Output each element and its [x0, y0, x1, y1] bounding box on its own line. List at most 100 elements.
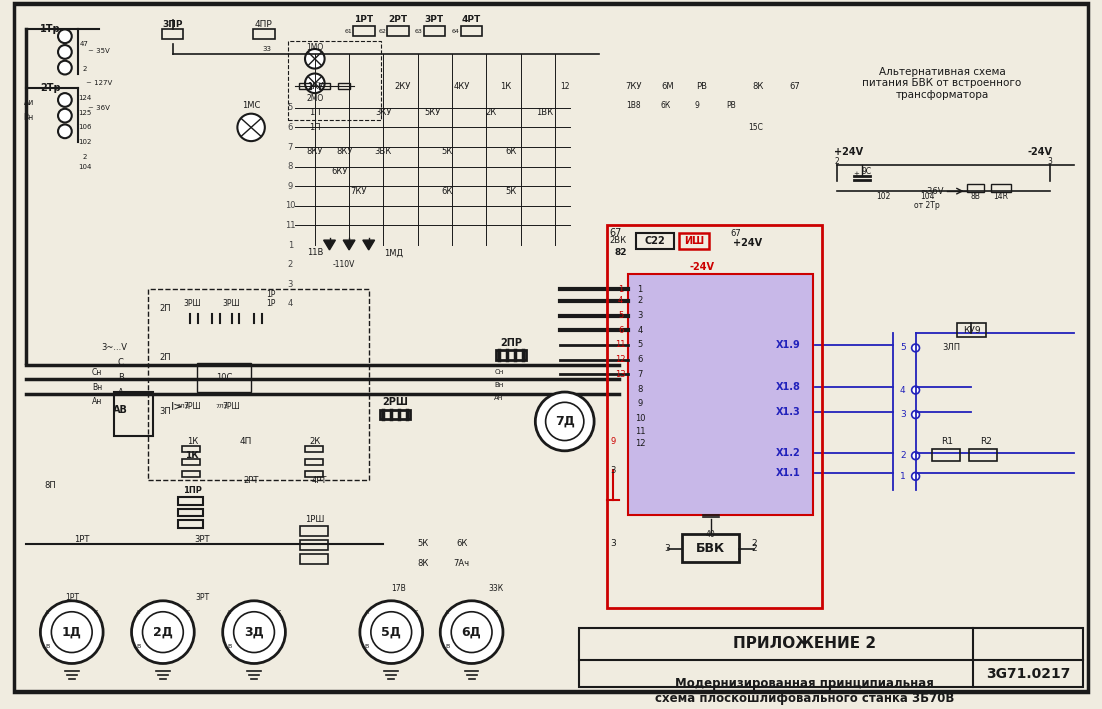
Text: 5КУ: 5КУ	[424, 108, 441, 117]
Circle shape	[305, 74, 325, 93]
Text: 2: 2	[900, 451, 906, 460]
Bar	[177, 520, 203, 528]
Text: 12: 12	[560, 82, 570, 91]
Text: 4РТ: 4РТ	[462, 15, 482, 24]
Polygon shape	[363, 240, 375, 250]
Bar	[197, 362, 251, 392]
Text: В: В	[227, 644, 231, 649]
Text: 82: 82	[614, 248, 627, 257]
Circle shape	[371, 612, 412, 652]
Text: ~ 36V: ~ 36V	[88, 105, 110, 111]
Text: 5Д: 5Д	[381, 625, 401, 639]
Text: X1.9: X1.9	[776, 340, 800, 350]
Text: X1.1: X1.1	[776, 469, 800, 479]
Text: 4ПР: 4ПР	[255, 20, 272, 29]
Polygon shape	[343, 240, 355, 250]
Text: 9: 9	[611, 437, 615, 445]
Text: 1К: 1К	[500, 82, 511, 91]
Circle shape	[305, 49, 325, 69]
Circle shape	[451, 612, 491, 652]
Bar	[932, 449, 960, 461]
Text: 3РТ: 3РТ	[195, 593, 209, 603]
Text: 2РТ: 2РТ	[244, 476, 259, 485]
Bar	[970, 449, 997, 461]
Text: 64: 64	[452, 29, 460, 34]
Text: 8К: 8К	[752, 82, 764, 91]
Text: 4РТ: 4РТ	[312, 476, 327, 485]
Text: 6Д: 6Д	[462, 625, 482, 639]
Text: 10С: 10С	[216, 373, 233, 382]
Text: +: +	[853, 172, 858, 177]
Text: ПРИЛОЖЕНИЕ 2: ПРИЛОЖЕНИЕ 2	[733, 637, 876, 652]
Text: А: А	[365, 610, 369, 615]
Text: 1К: 1К	[185, 451, 199, 460]
Text: X1.2: X1.2	[776, 448, 800, 458]
Circle shape	[441, 601, 503, 664]
Text: 1: 1	[288, 240, 293, 250]
Text: -24V: -24V	[690, 262, 714, 272]
Text: 3РТ: 3РТ	[424, 15, 444, 24]
Text: 2: 2	[752, 545, 757, 553]
Circle shape	[223, 601, 285, 664]
Text: 3: 3	[665, 545, 670, 553]
Circle shape	[131, 601, 194, 664]
Text: 1П: 1П	[309, 123, 321, 132]
Text: X1.3: X1.3	[776, 407, 800, 417]
Bar	[338, 83, 350, 89]
Text: 102: 102	[78, 139, 91, 145]
Text: 1: 1	[618, 284, 624, 294]
Bar	[318, 83, 331, 89]
Bar	[387, 26, 409, 36]
Text: 8КУ: 8КУ	[306, 147, 323, 157]
Text: 124: 124	[78, 95, 91, 101]
Bar	[966, 184, 984, 192]
Text: 102: 102	[876, 191, 890, 201]
Circle shape	[911, 452, 919, 459]
Text: В: В	[445, 644, 450, 649]
Bar	[300, 554, 327, 564]
Text: В: В	[45, 644, 50, 649]
Text: В: В	[365, 644, 369, 649]
Bar	[305, 459, 323, 464]
Circle shape	[545, 402, 584, 440]
Text: 2ПР: 2ПР	[500, 338, 522, 348]
Bar	[300, 540, 327, 549]
Bar	[305, 446, 323, 452]
Circle shape	[58, 61, 72, 74]
Text: 3РШ: 3РШ	[183, 299, 202, 308]
Text: Модернизированная принципиальная
схема плоскошлифовального станка 3Б70В: Модернизированная принципиальная схема п…	[656, 677, 954, 705]
Text: 9: 9	[638, 399, 642, 408]
Text: 1ПР: 1ПР	[183, 486, 202, 495]
Text: 2: 2	[83, 66, 87, 72]
Text: Ан: Ан	[93, 397, 102, 406]
Text: 3: 3	[1047, 157, 1052, 166]
Text: 2ЛЗ: 2ЛЗ	[176, 404, 188, 409]
Text: A: A	[118, 388, 123, 396]
Text: ИШ: ИШ	[684, 236, 704, 246]
Text: 1РШ: 1РШ	[305, 515, 324, 524]
Text: 10: 10	[635, 414, 646, 423]
Circle shape	[52, 612, 93, 652]
Text: 2К: 2К	[310, 437, 321, 445]
Text: 8КУ: 8КУ	[336, 147, 353, 157]
Text: 1П: 1П	[309, 108, 321, 117]
Text: 3: 3	[637, 311, 642, 320]
Text: 63: 63	[414, 29, 423, 34]
Text: С: С	[185, 610, 190, 615]
Text: ~ 127V: ~ 127V	[86, 80, 112, 86]
Text: 9С: 9С	[862, 167, 872, 176]
Text: 7ЛЗ: 7ЛЗ	[215, 404, 228, 409]
Circle shape	[58, 45, 72, 59]
Text: от 2Тр: от 2Тр	[915, 201, 940, 211]
Bar	[991, 184, 1011, 192]
Text: А: А	[45, 610, 50, 615]
Text: 1ВК: 1ВК	[537, 108, 553, 117]
Text: 1РТ: 1РТ	[354, 15, 374, 24]
Text: 6К: 6К	[442, 186, 453, 196]
Text: I>: I>	[171, 402, 184, 412]
Text: Сн: Сн	[495, 369, 504, 376]
Text: 67: 67	[609, 228, 622, 238]
Text: С: С	[413, 610, 418, 615]
Bar	[380, 410, 410, 420]
Text: 40: 40	[706, 530, 715, 539]
